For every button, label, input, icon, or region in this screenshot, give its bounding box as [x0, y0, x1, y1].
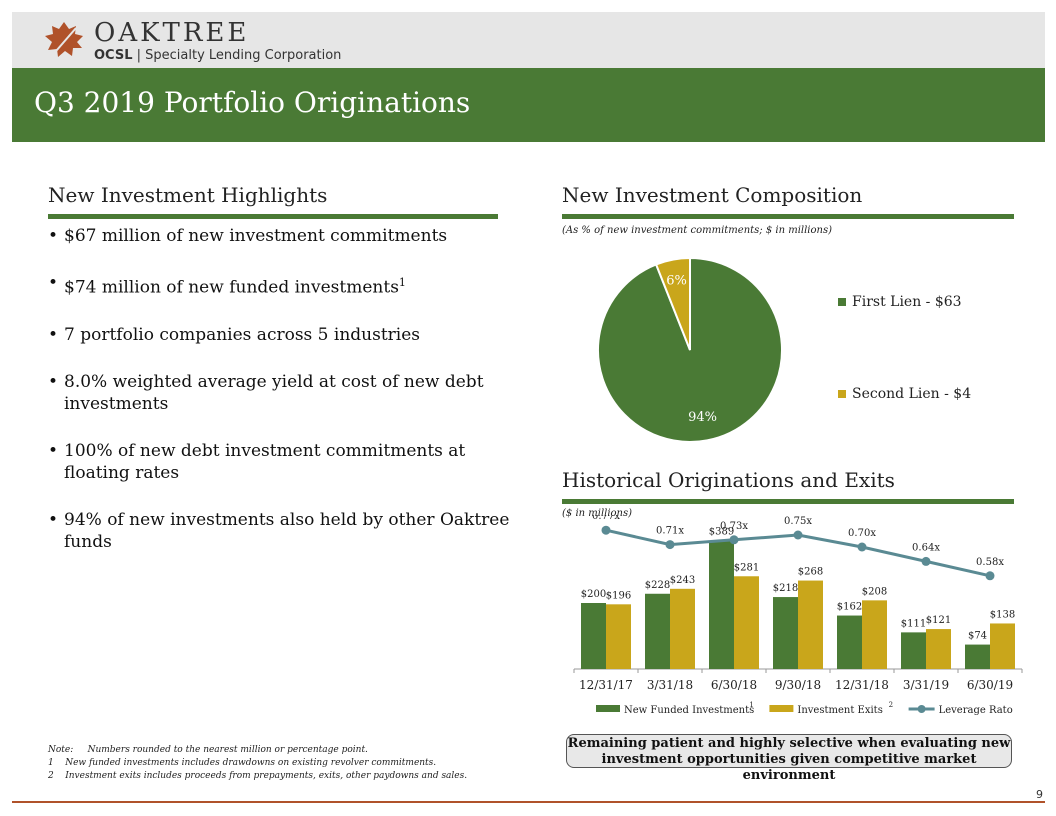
highlights-heading: New Investment Highlights	[48, 183, 328, 207]
header-bar	[12, 12, 1045, 68]
bar	[581, 603, 606, 669]
bar	[965, 644, 990, 669]
pie-legend-item: Second Lien - $4	[838, 386, 971, 402]
footnotes: Note: Numbers rounded to the nearest mil…	[48, 744, 467, 783]
page-number: 9	[1036, 788, 1043, 801]
composition-subtitle: (As % of new investment commitments; $ i…	[562, 225, 832, 236]
bar	[773, 597, 798, 669]
bar-label: $138	[990, 609, 1015, 620]
bar-label: $243	[670, 575, 695, 586]
history-rule	[562, 499, 1014, 504]
highlight-item: • 7 portfolio companies across 5 industri…	[48, 324, 421, 345]
brand-sub-strong: OCSL	[94, 48, 133, 63]
leverage-point	[985, 571, 995, 581]
highlight-item: • 8.0% weighted average yield at cost of …	[48, 371, 484, 414]
legend-swatch	[838, 298, 846, 306]
brand-sub-rest: | Specialty Lending Corporation	[132, 48, 342, 63]
legend-label: First Lien - $63	[852, 294, 962, 310]
history-bar-line-chart: 12/31/17 $200 $196 3/31/18 $228 $243 6/30/18 $3…	[573, 515, 1023, 716]
pie-slice-label: 94%	[688, 410, 717, 425]
pie-legend-item: First Lien - $63	[838, 294, 962, 310]
bar-label: $196	[606, 590, 631, 601]
bar-label: $121	[926, 615, 951, 626]
x-tick-label: 9/30/18	[775, 678, 821, 692]
x-tick-label: 6/30/18	[711, 678, 757, 692]
bar-label: $74	[968, 631, 987, 642]
highlight-item: • 100% of new debt investment commitments…	[48, 440, 466, 483]
history-subtitle: ($ in millions)	[562, 508, 633, 519]
x-tick-label: 12/31/17	[579, 678, 633, 692]
composition-pie-chart: 94% 6%	[597, 256, 783, 443]
leverage-label: 0.75x	[784, 516, 812, 527]
brand-subtitle: OCSL | Specialty Lending Corporation	[94, 48, 341, 63]
leverage-label: 0.73x	[720, 521, 748, 532]
pie-slice	[654, 256, 691, 351]
leverage-point	[665, 540, 675, 550]
footnote-2: 2 Investment exits includes proceeds fro…	[48, 771, 468, 781]
bar-label: $200	[581, 589, 606, 600]
legend-footnote-mark: 2	[889, 701, 893, 709]
x-tick-label: 6/30/19	[967, 678, 1013, 692]
page-title: Q3 2019 Portfolio Originations	[34, 86, 471, 119]
legend-swatch	[769, 705, 794, 712]
bar	[901, 632, 926, 669]
bar	[837, 615, 862, 669]
highlight-item: • 94% of new investments also held by oth…	[48, 509, 510, 552]
brand-name: OAKTREE	[94, 18, 250, 48]
bar	[670, 588, 695, 669]
bar-label: $228	[645, 580, 670, 591]
leverage-point	[601, 525, 611, 535]
bar-label: $218	[773, 583, 798, 594]
x-tick-label: 3/31/18	[647, 678, 693, 692]
bar-label: $208	[862, 586, 887, 597]
bar	[862, 600, 887, 669]
legend-label: Leverage Rato	[939, 705, 1013, 716]
leverage-label: 0.71x	[656, 526, 684, 537]
leverage-point	[921, 556, 931, 566]
footnote-1: 1 New funded investments includes drawdo…	[48, 758, 437, 768]
leverage-point	[793, 530, 803, 540]
bar-label: $389	[709, 527, 734, 538]
bar-label: $268	[798, 567, 823, 578]
highlight-item: • $67 million of new investment commitmen…	[48, 226, 448, 246]
callout-box: Remaining patient and highly selective w…	[566, 734, 1012, 783]
legend-swatch	[596, 705, 620, 712]
pie-slice-label: 6%	[666, 274, 687, 289]
highlight-item: • $74 million of new funded investments1	[48, 273, 406, 298]
x-tick-label: 12/31/18	[835, 678, 889, 692]
x-tick-label: 3/31/19	[903, 678, 949, 692]
bar	[926, 629, 951, 669]
bar-label: $162	[837, 602, 862, 613]
title-bar	[12, 68, 1045, 142]
leverage-point	[729, 535, 739, 545]
bar-label: $281	[734, 562, 759, 573]
legend-label: Investment Exits	[797, 705, 882, 716]
legend-label: New Funded Investments	[624, 705, 754, 716]
legend-line-marker	[917, 705, 926, 713]
highlights-list: • $67 million of new investment commitmen…	[48, 225, 518, 578]
composition-rule	[562, 214, 1014, 219]
leverage-point	[857, 542, 867, 552]
legend-label: Second Lien - $4	[852, 386, 972, 402]
bar	[798, 580, 823, 669]
leverage-label: 0.77x	[592, 515, 620, 522]
bar	[606, 604, 631, 669]
bar	[709, 540, 734, 669]
legend-footnote-mark: 1	[749, 701, 753, 709]
legend-swatch	[838, 390, 846, 398]
history-heading: Historical Originations and Exits	[562, 468, 895, 492]
composition-heading: New Investment Composition	[562, 183, 863, 207]
bar-label: $111	[901, 618, 926, 629]
bar	[990, 623, 1015, 669]
leverage-label: 0.64x	[912, 542, 940, 553]
oak-leaf-logo	[45, 22, 83, 59]
bar	[645, 593, 670, 669]
note-line: Note: Numbers rounded to the nearest mil…	[48, 745, 368, 755]
bar	[734, 576, 759, 669]
highlights-rule	[48, 214, 498, 219]
leverage-label: 0.70x	[848, 528, 876, 539]
leverage-label: 0.58x	[976, 557, 1004, 568]
footer-rule	[12, 801, 1045, 803]
